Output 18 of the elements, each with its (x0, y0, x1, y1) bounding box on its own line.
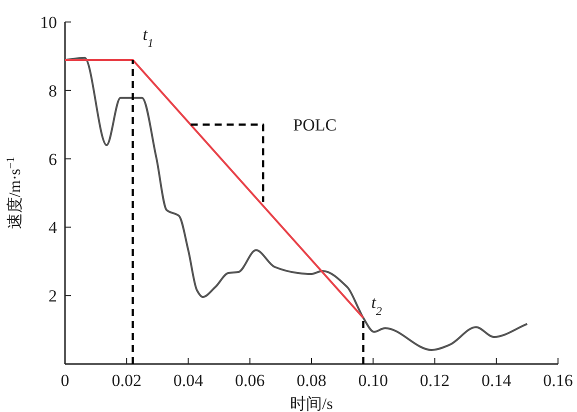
x-axis-title: 时间/s (290, 395, 333, 412)
annotation: t$_{1}$ (142, 24, 154, 50)
y-tick-label: 8 (48, 81, 57, 100)
y-tick-label: 4 (48, 218, 58, 238)
x-tick-label: 0.14 (482, 371, 512, 390)
y-tick-label: 6 (48, 150, 57, 169)
y-tick-label: 2 (48, 286, 57, 306)
annotation: t$_{2}$ (371, 292, 382, 318)
x-tick-label: 0 (60, 371, 70, 390)
x-tick-label: 0.16 (543, 371, 573, 390)
x-tick-label: 0.06 (235, 371, 265, 390)
y-tick-label: 10 (40, 13, 57, 32)
x-tick-label: 0.10 (358, 371, 388, 390)
x-tick-label: 0.08 (296, 371, 326, 390)
annotation: POLC (293, 116, 337, 135)
x-tick-label: 0.12 (420, 371, 450, 390)
x-tick-label: 0.04 (173, 371, 204, 390)
x-tick-label: 0.02 (112, 371, 142, 390)
